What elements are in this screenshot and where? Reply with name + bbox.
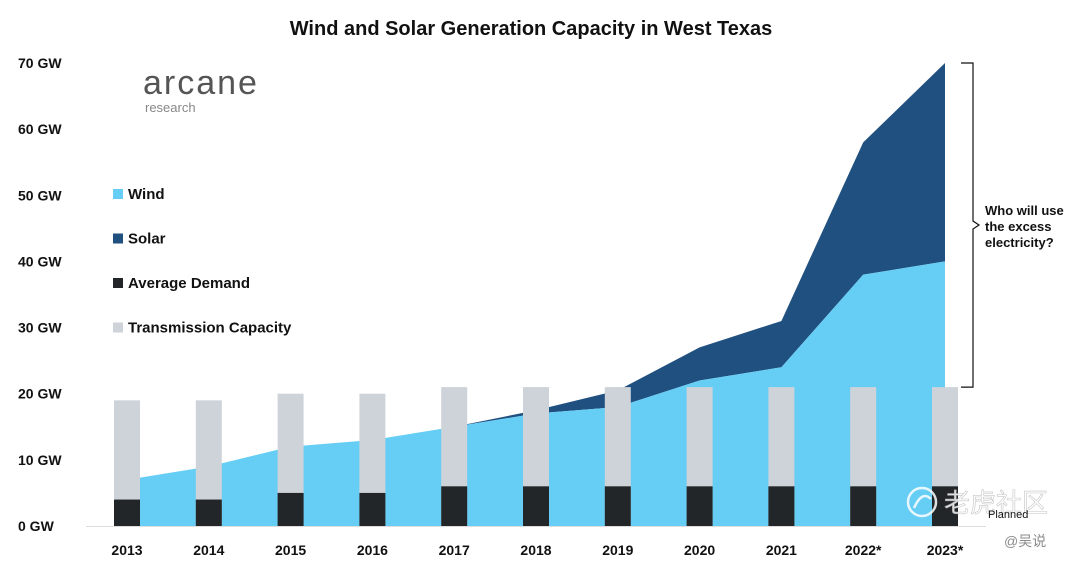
demand-bar [850, 486, 877, 526]
demand-bar [768, 486, 795, 526]
annotation-bracket [961, 62, 981, 388]
x-tick-label: 2015 [275, 542, 306, 558]
wind-area [127, 261, 945, 526]
logo-sub: research [145, 100, 196, 115]
x-tick-label: 2016 [357, 542, 388, 558]
x-tick-label: 2017 [439, 542, 470, 558]
annotation-text: the excess [985, 219, 1052, 234]
demand-bar [523, 486, 549, 526]
demand-bar [195, 499, 222, 526]
demand-bar [359, 492, 386, 526]
logo: arcane research [143, 64, 259, 115]
x-tick-label: 2023* [927, 542, 964, 558]
watermark-line1: 老虎社区 [944, 488, 1048, 518]
legend: Wind Solar Average Demand Transmission Capa… [113, 186, 292, 337]
demand-bar [114, 499, 140, 526]
demand-bar [441, 486, 468, 526]
x-tick-label: 2020 [684, 542, 715, 558]
legend-swatch [113, 233, 123, 244]
x-tick-label: 2013 [111, 542, 142, 558]
y-tick-label: 10 GW [18, 452, 62, 468]
y-tick-label: 50 GW [18, 187, 62, 203]
legend-label: Transmission Capacity [128, 320, 292, 337]
watermark-line2: @吴说 [1004, 533, 1046, 549]
tiger-logo-icon [906, 486, 938, 518]
annotation-text: Who will use [985, 203, 1064, 218]
annotation-text: electricity? [985, 235, 1054, 250]
legend-swatch [113, 322, 123, 333]
tiger-logo-mark [912, 494, 932, 509]
y-tick-label: 30 GW [18, 320, 62, 336]
x-tick-label: 2022* [845, 542, 882, 558]
y-tick-label: 0 GW [18, 518, 55, 534]
x-axis: 2013 2014 2015 2016 2017 2018 2019 2020 2021 2022… [86, 526, 986, 558]
chart-title: Wind and Solar Generation Capacity in We… [290, 18, 773, 40]
demand-bar [686, 486, 713, 526]
y-tick-label: 70 GW [18, 55, 62, 71]
legend-swatch [113, 189, 123, 199]
legend-label: Average Demand [128, 275, 250, 292]
y-axis: 0 GW 10 GW 20 GW 30 GW 40 GW 50 GW 60 GW 70 GW [18, 55, 62, 534]
legend-swatch [113, 278, 123, 288]
watermark: 老虎社区 @吴说 [906, 486, 1048, 549]
x-tick-label: 2018 [520, 542, 551, 558]
x-tick-label: 2021 [766, 542, 797, 558]
bar-series [114, 387, 958, 526]
logo-name: arcane [143, 64, 259, 102]
footnote-planned: Planned [988, 509, 1028, 521]
y-tick-label: 60 GW [18, 121, 62, 137]
area-series [127, 63, 945, 526]
demand-bar [604, 486, 631, 526]
x-tick-label: 2014 [193, 542, 224, 558]
legend-label: Wind [128, 186, 165, 203]
y-tick-label: 40 GW [18, 253, 62, 269]
legend-label: Solar [128, 231, 166, 248]
y-tick-label: 20 GW [18, 386, 62, 402]
x-tick-label: 2019 [602, 542, 633, 558]
demand-bar [277, 492, 304, 526]
